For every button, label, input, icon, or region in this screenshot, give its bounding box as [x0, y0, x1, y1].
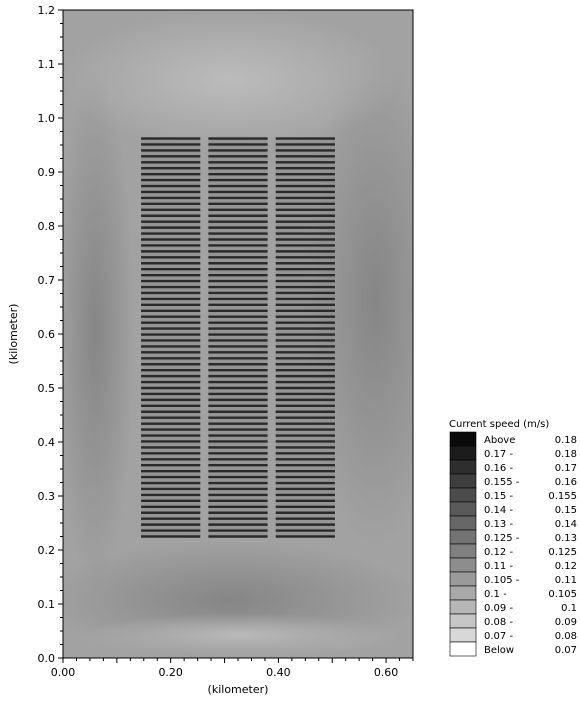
legend-swatch — [449, 599, 477, 615]
y-tick-label: 0.7 — [38, 274, 56, 287]
legend-range-high: 0.12 — [555, 561, 577, 572]
legend-range-low: Below — [484, 645, 514, 656]
legend-range-high: 0.125 — [548, 547, 577, 558]
legend-entry: 0.08 - 0.09 — [449, 613, 577, 629]
structures — [141, 136, 335, 538]
legend-entry: 0.07 - 0.08 — [449, 627, 577, 643]
x-tick-label: 0.20 — [158, 666, 183, 679]
legend-range-high: 0.08 — [555, 631, 577, 642]
wake-region-left — [63, 70, 135, 590]
legend-swatch — [449, 627, 477, 643]
legend-range-low: 0.07 - — [484, 631, 513, 642]
legend-range-high: 0.16 — [555, 477, 577, 488]
plot-area — [63, 10, 413, 658]
legend-range-high: 0.15 — [555, 505, 577, 516]
legend-entry: 0.155 - 0.16 — [449, 473, 577, 489]
x-tick-label: 0.00 — [51, 666, 76, 679]
legend-range-low: 0.14 - — [484, 505, 513, 516]
legend-entry: 0.15 - 0.155 — [449, 487, 577, 503]
y-tick-label: 0.6 — [38, 328, 56, 341]
legend-swatch — [449, 613, 477, 629]
legend: Current speed (m/s) Above 0.180.17 -0.180… — [449, 419, 577, 657]
y-tick-label: 1.1 — [38, 58, 56, 71]
legend-entry: 0.13 - 0.14 — [449, 515, 577, 531]
y-tick-label: 0.0 — [38, 652, 56, 665]
structure-1 — [141, 136, 201, 538]
legend-range-high: 0.105 — [548, 589, 577, 600]
legend-swatch — [449, 557, 477, 573]
light-region-bottom — [80, 613, 400, 657]
legend-entry: 0.105 - 0.11 — [449, 571, 577, 587]
legend-range-low: 0.125 - — [484, 533, 520, 544]
legend-range-high: 0.07 — [555, 645, 577, 656]
legend-range-low: 0.15 - — [484, 491, 513, 502]
legend-range-low: 0.13 - — [484, 519, 513, 530]
legend-entry: Above 0.18 — [449, 431, 577, 447]
legend-entry: Below 0.07 — [449, 641, 577, 657]
legend-swatch — [449, 585, 477, 601]
legend-range-low: 0.12 - — [484, 547, 513, 558]
legend-swatch — [449, 529, 477, 545]
y-axis: 0.0 0.1 0.2 0.3 0.4 0.5 0.6 0.7 0.8 0.9 1.0 1.1 1.2 — [38, 4, 63, 665]
legend-swatch — [449, 515, 477, 531]
y-tick-label: 0.9 — [38, 166, 56, 179]
legend-swatch — [449, 445, 477, 461]
y-tick-label: 1.2 — [38, 4, 56, 17]
legend-entry: 0.125 - 0.13 — [449, 529, 577, 545]
legend-range-low: 0.1 - — [484, 589, 507, 600]
legend-swatch — [449, 641, 477, 657]
legend-entry: 0.14 - 0.15 — [449, 501, 577, 517]
y-tick-label: 0.2 — [38, 544, 56, 557]
legend-range-high: 0.18 — [555, 449, 577, 460]
y-tick-label: 0.1 — [38, 598, 56, 611]
legend-range-low: 0.16 - — [484, 463, 513, 474]
legend-range-low: 0.08 - — [484, 617, 513, 628]
y-tick-label: 1.0 — [38, 112, 56, 125]
legend-range-low: 0.105 - — [484, 575, 520, 586]
legend-swatch — [449, 431, 477, 447]
y-axis-label: (kilometer) — [7, 304, 20, 365]
legend-range-low: 0.09 - — [484, 603, 513, 614]
legend-swatch — [449, 459, 477, 475]
x-axis-label: (kilometer) — [208, 683, 269, 696]
legend-entry: 0.11 - 0.12 — [449, 557, 577, 573]
y-tick-label: 0.4 — [38, 436, 56, 449]
legend-swatch — [449, 487, 477, 503]
legend-range-high: 0.09 — [555, 617, 577, 628]
x-tick-label: 0.60 — [374, 666, 399, 679]
y-tick-label: 0.3 — [38, 490, 56, 503]
legend-swatch — [449, 543, 477, 559]
legend-range-high: 0.13 — [555, 533, 577, 544]
legend-range-high: 0.17 — [555, 463, 577, 474]
legend-range-high: 0.1 — [561, 603, 577, 614]
legend-range-high: 0.11 — [555, 575, 577, 586]
legend-entry: 0.12 - 0.125 — [449, 543, 577, 559]
y-tick-label: 0.5 — [38, 382, 56, 395]
light-region-top — [63, 10, 400, 150]
legend-entry: 0.16 - 0.17 — [449, 459, 577, 475]
structure-2 — [208, 136, 268, 538]
structure-3 — [275, 136, 335, 538]
legend-entry: 0.09 - 0.1 — [449, 599, 577, 615]
legend-swatch — [449, 571, 477, 587]
legend-entry: 0.1 - 0.105 — [449, 585, 577, 601]
y-tick-label: 0.8 — [38, 220, 56, 233]
legend-range-high: 0.14 — [555, 519, 577, 530]
legend-range-high: 0.18 — [555, 435, 577, 446]
legend-range-low: 0.11 - — [484, 561, 513, 572]
x-axis: 0.00 0.20 0.40 0.60 — [51, 658, 414, 679]
legend-range-low: Above — [484, 435, 515, 446]
legend-range-low: 0.17 - — [484, 449, 513, 460]
legend-entry: 0.17 - 0.18 — [449, 445, 577, 461]
legend-range-low: 0.155 - — [484, 477, 520, 488]
x-tick-label: 0.40 — [266, 666, 291, 679]
legend-swatch — [449, 473, 477, 489]
legend-title: Current speed (m/s) — [449, 419, 549, 430]
legend-swatch — [449, 501, 477, 517]
legend-range-high: 0.155 — [548, 491, 577, 502]
